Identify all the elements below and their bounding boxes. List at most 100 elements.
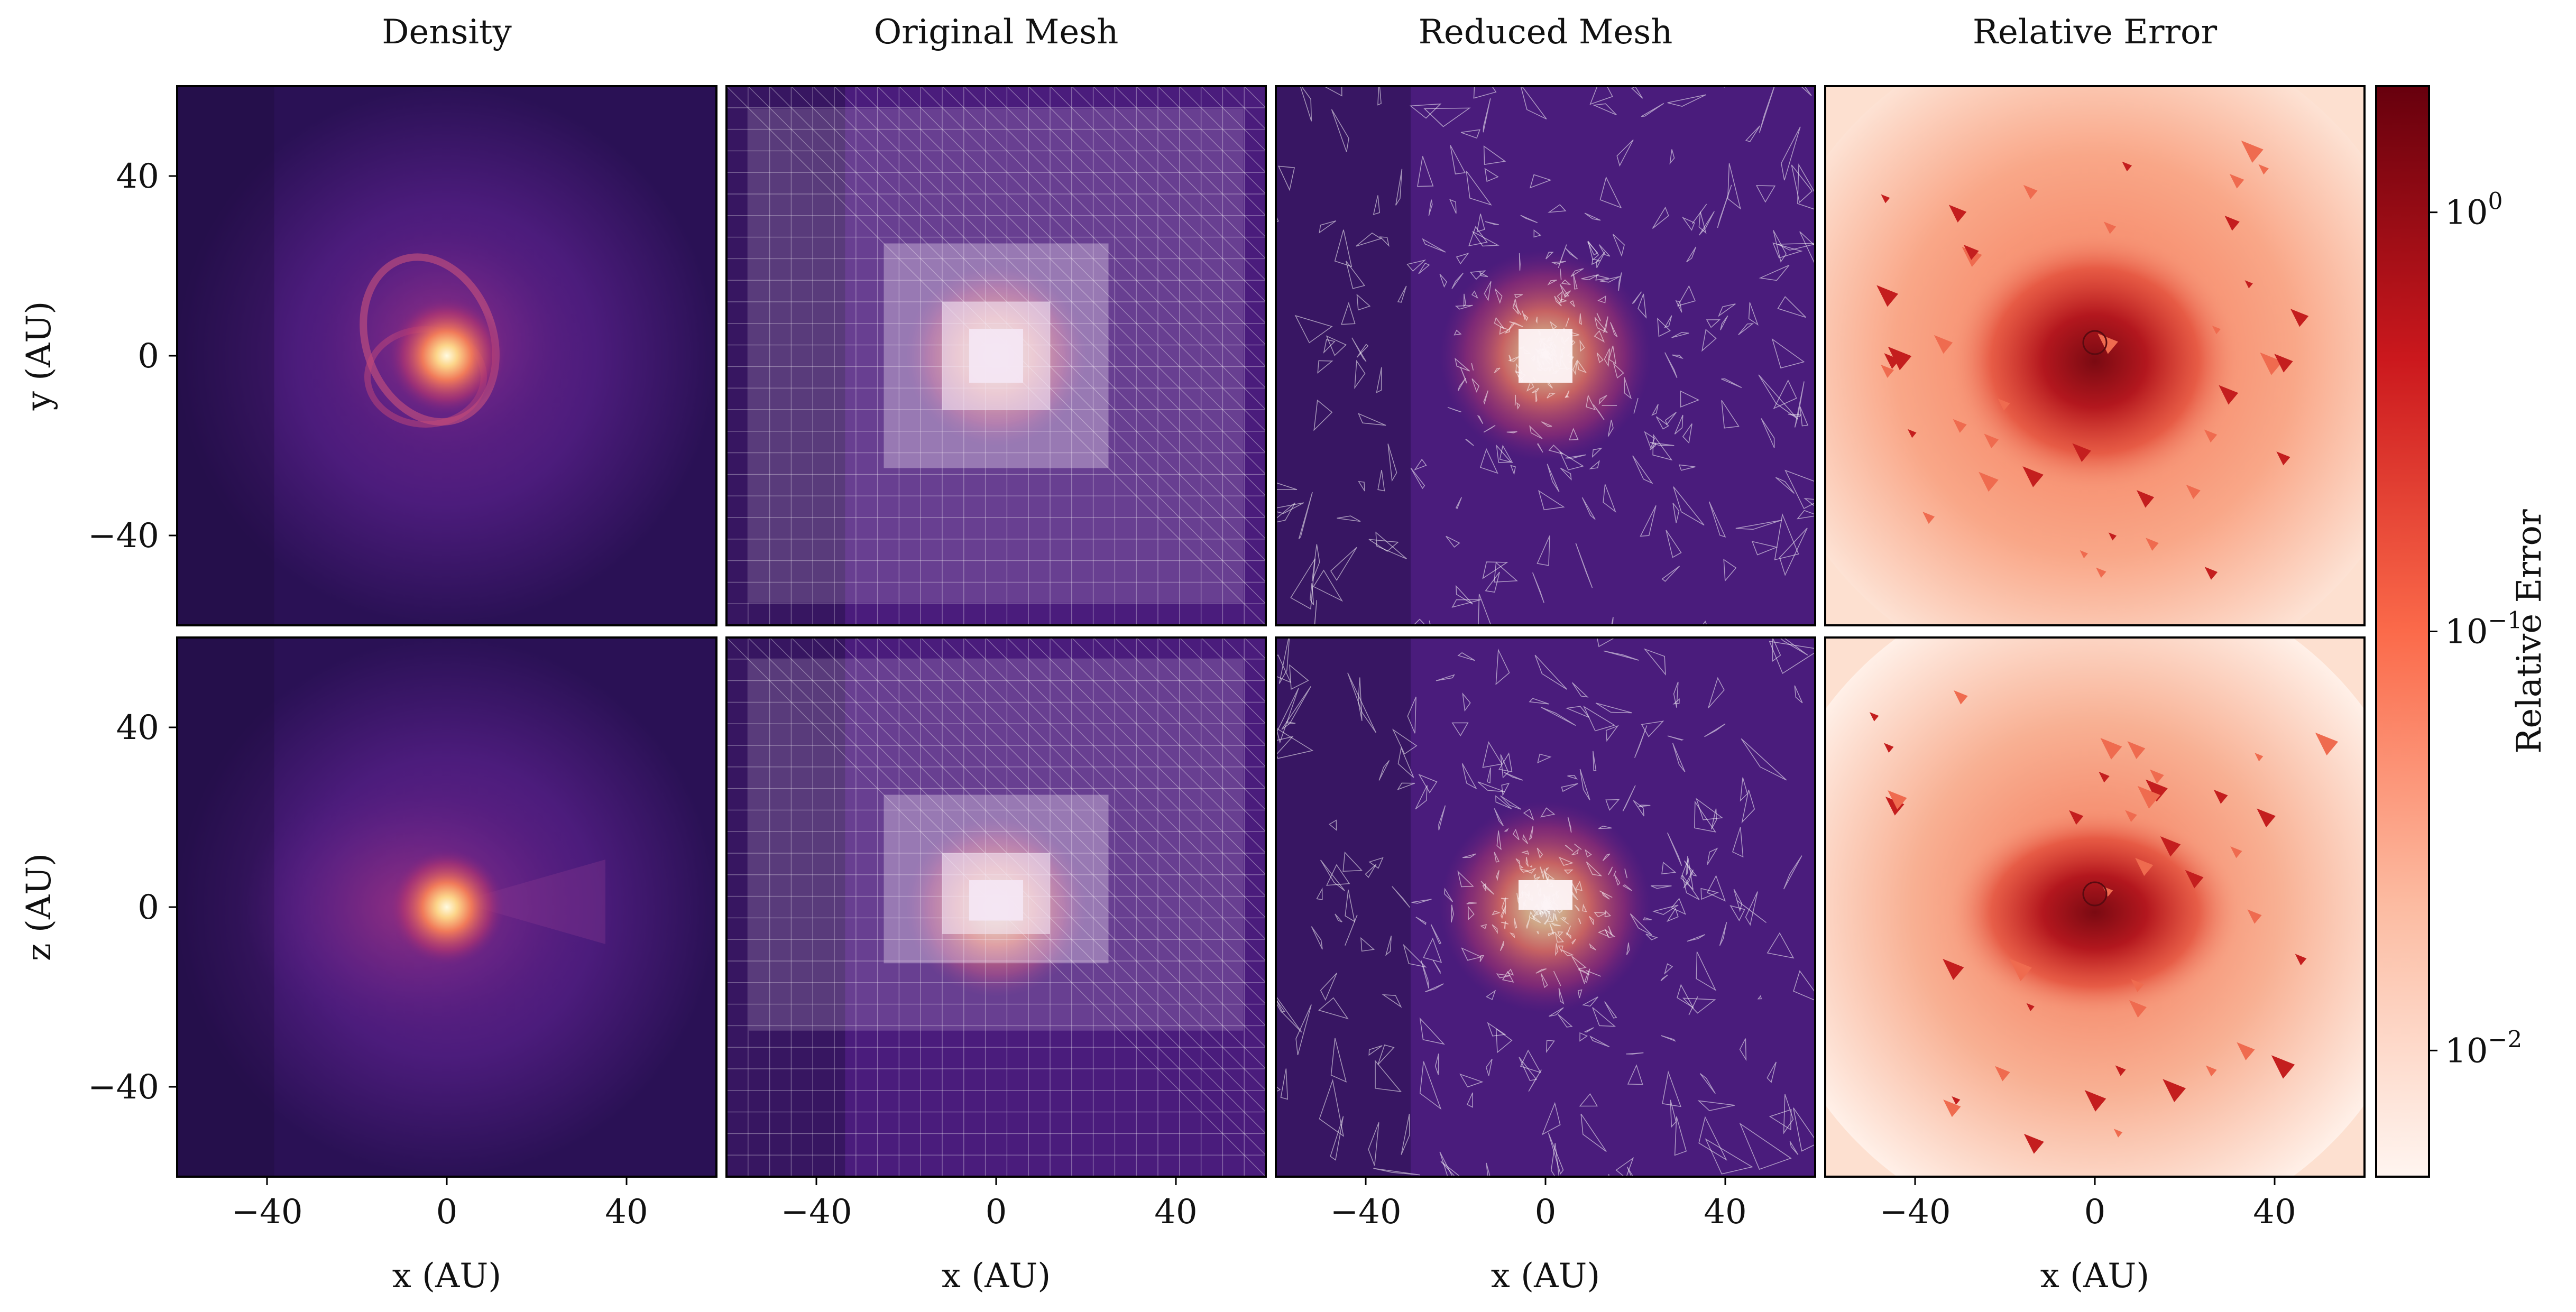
error-patch xyxy=(1963,245,1979,260)
mesh-triangle xyxy=(1449,1227,1484,1255)
mesh-triangle xyxy=(1596,252,1605,269)
mesh-triangle xyxy=(1579,339,1585,352)
mesh-triangle xyxy=(1500,754,1509,779)
mesh-triangle xyxy=(1319,220,1337,234)
mesh-triangle xyxy=(1514,294,1523,299)
mesh-triangle xyxy=(1563,869,1574,874)
mesh-triangle xyxy=(1335,913,1342,922)
error-patch xyxy=(2290,309,2309,327)
mesh-triangle xyxy=(1547,913,1553,922)
mesh-triangle xyxy=(1574,843,1582,850)
mesh-triangle xyxy=(1661,1035,1677,1042)
mesh-triangle xyxy=(1769,1109,1792,1131)
mesh-triangle xyxy=(1700,888,1719,900)
mesh-triangle xyxy=(1767,1061,1777,1083)
mesh-triangle xyxy=(1672,503,1680,523)
mesh-triangle xyxy=(1311,926,1323,950)
x-axis-label: x (AU) xyxy=(942,1256,1051,1296)
error-patch xyxy=(2069,810,2084,825)
mesh-triangle xyxy=(1423,107,1471,127)
mesh-triangle xyxy=(1688,996,1698,1015)
x-tick-label: 40 xyxy=(605,1193,648,1232)
mesh-triangle xyxy=(1618,272,1622,291)
mesh-triangle xyxy=(1440,1161,1461,1177)
mesh-triangle xyxy=(1485,221,1499,225)
mesh-triangle xyxy=(1519,253,1521,271)
error-patch xyxy=(2204,567,2218,580)
mesh-triangle xyxy=(1483,145,1506,165)
mesh-triangle xyxy=(1698,211,1707,234)
mesh-diagonal xyxy=(1071,86,1266,281)
mesh-diagonal xyxy=(1201,637,1266,703)
mesh-triangle xyxy=(1612,234,1625,257)
error-patch xyxy=(1943,958,1964,981)
mesh-triangle xyxy=(1484,168,1499,182)
mesh-triangle xyxy=(1457,377,1466,391)
mesh-triangle xyxy=(1276,654,1292,683)
error-patch xyxy=(2122,161,2132,172)
mesh-triangle xyxy=(1387,444,1397,482)
mesh-triangle xyxy=(1501,897,1506,914)
mesh-triangle xyxy=(1587,241,1599,261)
mesh-triangle xyxy=(1392,886,1411,908)
mesh-triangle xyxy=(1602,892,1610,900)
mesh-triangle xyxy=(1660,974,1668,982)
mesh-triangle xyxy=(1622,785,1636,811)
mesh-triangle xyxy=(1554,931,1565,943)
x-tick-label: 40 xyxy=(1704,1193,1746,1232)
mesh-triangle xyxy=(1548,445,1564,455)
mesh-diagonal xyxy=(855,637,1266,1048)
mesh-triangle xyxy=(1520,215,1538,224)
mesh-triangle xyxy=(1323,86,1342,97)
mesh-triangle xyxy=(1588,916,1594,925)
mesh-triangle xyxy=(1531,387,1539,393)
error-patch xyxy=(2160,836,2181,857)
mesh-triangle xyxy=(1450,904,1454,923)
mesh-triangle xyxy=(1567,775,1578,780)
mesh-triangle xyxy=(1528,1069,1542,1092)
mesh-triangle xyxy=(1545,908,1551,915)
mesh-triangle xyxy=(1540,973,1548,988)
mesh-diagonal xyxy=(1071,637,1266,832)
mesh-triangle xyxy=(1565,248,1578,260)
error-patch xyxy=(2136,490,2155,508)
mesh-triangle xyxy=(1479,955,1485,962)
mesh-diagonal xyxy=(1050,86,1266,302)
mesh-triangle xyxy=(1543,869,1548,881)
mesh-triangle xyxy=(1535,968,1547,974)
error-patch xyxy=(1943,1100,1961,1117)
mesh-triangle xyxy=(1460,367,1467,384)
mesh-triangle xyxy=(1686,246,1697,263)
mesh-triangle xyxy=(1571,938,1576,945)
mesh-triangle xyxy=(1641,103,1664,117)
mesh-diagonal xyxy=(1136,86,1266,216)
mesh-triangle xyxy=(1320,860,1345,891)
mesh-triangle xyxy=(1465,439,1474,446)
mesh-triangle xyxy=(1577,989,1583,999)
mesh-triangle xyxy=(1661,566,1680,582)
mesh-triangle xyxy=(1667,94,1706,107)
mesh-diagonal xyxy=(920,637,1266,983)
mesh-triangle xyxy=(1793,1107,1815,1152)
mesh-triangle xyxy=(1585,849,1592,857)
x-axis-label: x (AU) xyxy=(392,1256,502,1296)
mesh-triangle xyxy=(1721,378,1742,388)
mesh-triangle xyxy=(1608,866,1613,875)
mesh-triangle xyxy=(1375,1059,1402,1092)
mesh-triangle xyxy=(1595,274,1609,281)
mesh-triangle xyxy=(1578,967,1586,984)
mesh-triangle xyxy=(1558,856,1574,866)
mesh-triangle xyxy=(1537,753,1552,764)
mesh-triangle xyxy=(1529,826,1534,840)
mesh-triangle xyxy=(1733,889,1743,912)
mesh-triangle xyxy=(1566,926,1571,936)
mesh-triangle xyxy=(1737,0,1751,56)
mesh-triangle xyxy=(1650,442,1657,450)
x-axis-label: x (AU) xyxy=(1491,1256,1600,1296)
panel-frame xyxy=(725,85,1267,626)
mesh-triangle xyxy=(1745,891,1758,926)
mesh-triangle xyxy=(1579,313,1582,325)
mesh-triangle xyxy=(1533,910,1538,917)
mesh-triangle xyxy=(1356,232,1382,247)
mesh-triangle xyxy=(1418,262,1430,274)
